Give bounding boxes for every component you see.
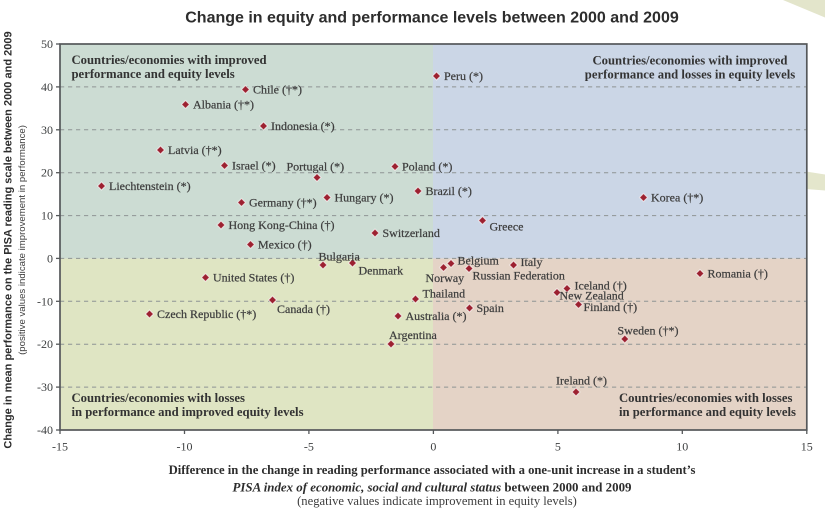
svg-text:Thailand: Thailand	[423, 287, 466, 301]
svg-text:10: 10	[676, 440, 688, 454]
svg-text:Countries/economies with impro: Countries/economies with improved	[72, 53, 267, 67]
svg-text:40: 40	[41, 80, 53, 94]
svg-text:Czech Republic (†*): Czech Republic (†*)	[157, 307, 256, 321]
svg-text:Difference in the change in re: Difference in the change in reading perf…	[169, 463, 696, 477]
svg-text:Ireland (*): Ireland (*)	[556, 374, 607, 388]
svg-text:performance and losses in equi: performance and losses in equity levels	[585, 67, 795, 81]
svg-text:15: 15	[801, 440, 813, 454]
svg-text:Norway: Norway	[426, 271, 465, 285]
svg-text:Change in mean performance on: Change in mean performance on the PISA r…	[3, 31, 15, 448]
svg-text:Russian Federation: Russian Federation	[473, 269, 565, 283]
svg-text:Belgium: Belgium	[458, 253, 500, 267]
svg-text:-30: -30	[37, 380, 53, 394]
svg-text:-5: -5	[304, 440, 314, 454]
svg-text:Italy: Italy	[521, 255, 543, 269]
svg-text:Change in equity and performan: Change in equity and performance levels …	[185, 10, 679, 27]
svg-text:Argentina: Argentina	[389, 328, 437, 342]
svg-text:Finland (†): Finland (†)	[584, 300, 638, 314]
svg-text:Brazil (*): Brazil (*)	[426, 184, 472, 198]
svg-text:in performance and improved eq: in performance and improved equity level…	[72, 405, 304, 419]
svg-text:10: 10	[41, 209, 53, 223]
svg-text:Sweden (†*): Sweden (†*)	[618, 324, 679, 338]
svg-text:Australia (*): Australia (*)	[406, 309, 467, 323]
svg-text:Indonesia (*): Indonesia (*)	[271, 119, 335, 133]
svg-text:Countries/economies with losse: Countries/economies with losses	[72, 391, 245, 405]
svg-text:Countries/economies with losse: Countries/economies with losses	[619, 391, 792, 405]
svg-text:performance and equity levels: performance and equity levels	[72, 67, 235, 81]
svg-text:Switzerland: Switzerland	[383, 226, 440, 240]
svg-text:Bulgaria: Bulgaria	[319, 250, 361, 264]
svg-text:Israel (*): Israel (*)	[232, 159, 276, 173]
svg-text:Hungary (*): Hungary (*)	[335, 191, 394, 205]
svg-text:(negative values indicate impr: (negative values indicate improvement in…	[297, 494, 577, 508]
svg-text:-40: -40	[37, 423, 53, 437]
svg-text:(positive values indicate impr: (positive values indicate improvement in…	[17, 125, 28, 355]
svg-text:Spain: Spain	[477, 301, 504, 315]
svg-text:Mexico (†): Mexico (†)	[258, 238, 312, 252]
svg-text:Liechtenstein (*): Liechtenstein (*)	[109, 179, 191, 193]
svg-text:Greece: Greece	[490, 220, 524, 234]
svg-text:Albania (†*): Albania (†*)	[193, 98, 254, 112]
svg-text:Peru (*): Peru (*)	[444, 69, 483, 83]
svg-text:5: 5	[555, 440, 561, 454]
svg-text:Poland (*): Poland (*)	[402, 160, 452, 174]
svg-text:-10: -10	[37, 294, 53, 308]
svg-text:Countries/economies with impro: Countries/economies with improved	[592, 54, 787, 68]
svg-text:20: 20	[41, 166, 53, 180]
svg-text:Canada (†): Canada (†)	[277, 302, 330, 316]
svg-text:in performance and equity leve: in performance and equity levels	[619, 405, 796, 419]
svg-text:-20: -20	[37, 337, 53, 351]
svg-text:Chile (†*): Chile (†*)	[253, 83, 302, 97]
svg-text:Korea (†*): Korea (†*)	[651, 191, 703, 205]
svg-text:United States (†): United States (†)	[213, 271, 294, 285]
svg-text:Hong Kong-China (†): Hong Kong-China (†)	[229, 218, 335, 232]
svg-text:0: 0	[430, 440, 436, 454]
svg-text:Latvia (†*): Latvia (†*)	[168, 143, 222, 157]
svg-text:Portugal (*): Portugal (*)	[287, 160, 345, 174]
svg-text:30: 30	[41, 123, 53, 137]
svg-text:Iceland (†): Iceland (†)	[575, 279, 627, 293]
svg-text:New Zealand: New Zealand	[560, 289, 624, 303]
svg-text:Germany (†*): Germany (†*)	[249, 196, 317, 210]
svg-text:Romania (†): Romania (†)	[708, 267, 768, 281]
svg-text:-10: -10	[177, 440, 193, 454]
svg-text:50: 50	[41, 37, 53, 51]
svg-text:0: 0	[47, 251, 53, 265]
svg-text:Denmark: Denmark	[359, 264, 404, 278]
svg-text:-15: -15	[52, 440, 68, 454]
svg-text:PISA index of economic, social: PISA index of economic, social and cultu…	[233, 481, 632, 495]
